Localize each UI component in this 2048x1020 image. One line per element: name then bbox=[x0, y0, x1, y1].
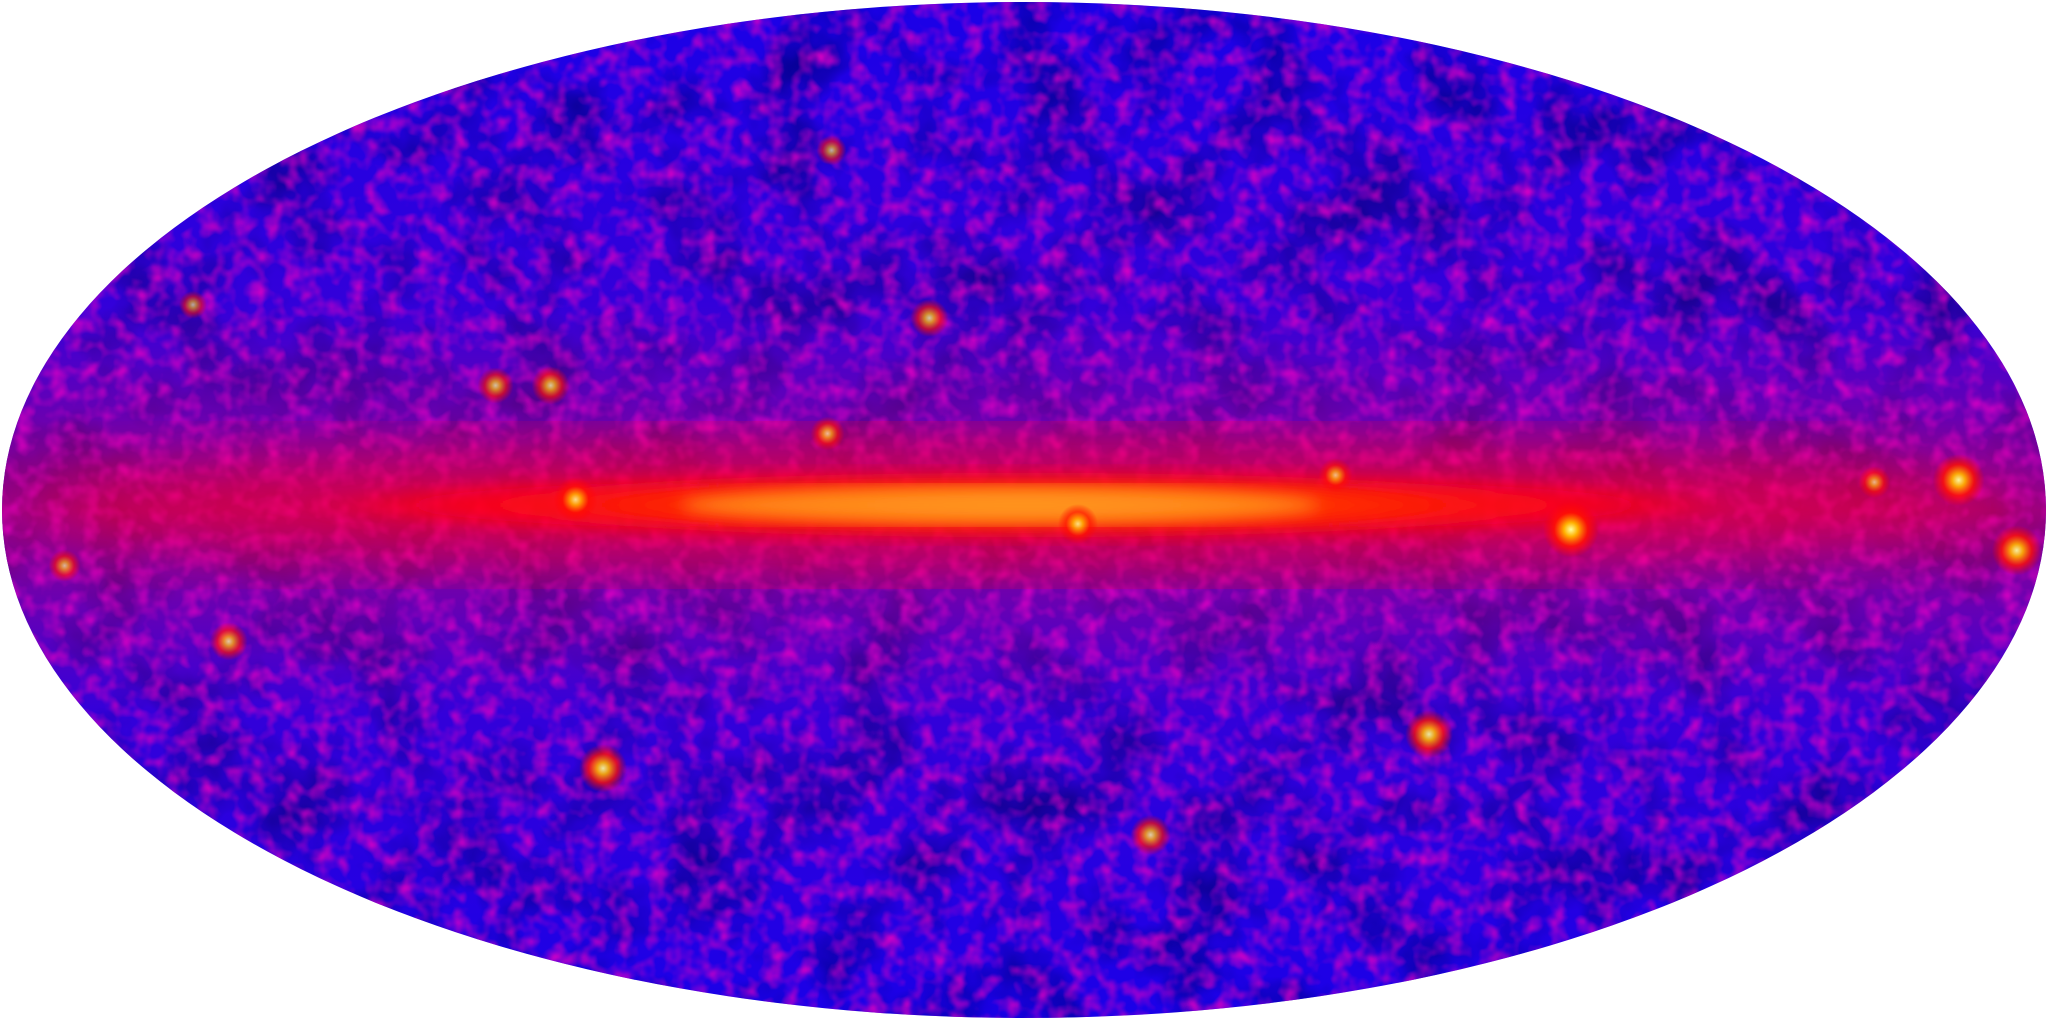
point-source bbox=[579, 744, 628, 793]
point-source bbox=[209, 622, 248, 661]
point-sources bbox=[48, 135, 2042, 855]
point-source bbox=[1932, 454, 1985, 507]
point-source bbox=[178, 290, 207, 319]
point-source bbox=[1542, 501, 1599, 558]
point-source bbox=[810, 416, 845, 451]
galactic-center-bulge bbox=[680, 487, 1320, 523]
point-source bbox=[1318, 458, 1353, 493]
point-source bbox=[910, 299, 949, 338]
point-source bbox=[1858, 466, 1891, 499]
point-source bbox=[1057, 503, 1098, 544]
point-source bbox=[477, 367, 514, 404]
point-source bbox=[816, 135, 847, 166]
point-source bbox=[48, 549, 81, 582]
point-source bbox=[531, 366, 570, 405]
point-source bbox=[1991, 525, 2042, 576]
point-source bbox=[1130, 814, 1171, 855]
point-source bbox=[1405, 710, 1454, 759]
point-source bbox=[553, 477, 598, 522]
